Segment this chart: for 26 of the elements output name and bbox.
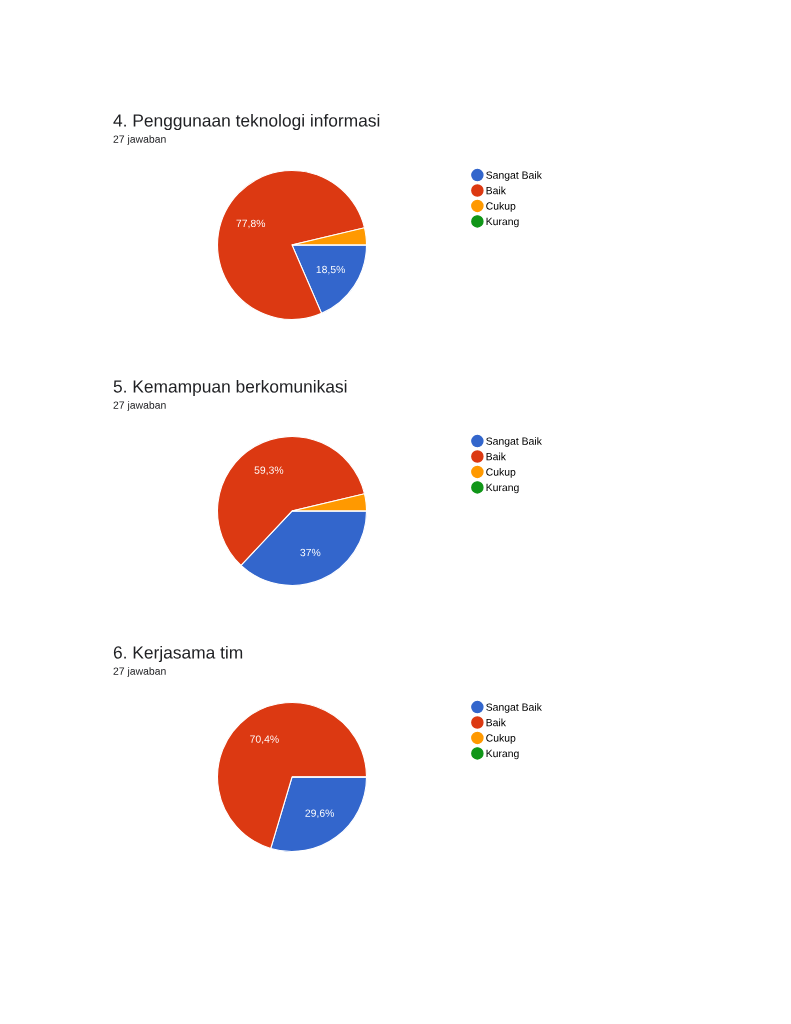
legend-label: Kurang: [486, 483, 519, 494]
legend-label: Kurang: [486, 217, 519, 228]
legend-label: Cukup: [486, 202, 516, 212]
chart-subtitle: 27 jawaban: [113, 135, 166, 145]
legend-label: Baik: [486, 186, 506, 195]
chart-subtitle: 27 jawaban: [113, 401, 166, 411]
chart-title: 4. Penggunaan teknologi informasi: [113, 113, 380, 131]
pie-slice: [216, 169, 366, 321]
chart-title: 5. Kemampuan berkomunikasi: [113, 379, 347, 397]
data-label: 77,8%: [236, 219, 266, 229]
legend-label: Sangat Baik: [486, 437, 542, 447]
legend-label: Baik: [486, 452, 506, 461]
data-label: 18,5%: [316, 265, 346, 275]
legend-label: Kurang: [486, 749, 519, 760]
legend-label: Sangat Baik: [486, 703, 542, 713]
legend-label: Sangat Baik: [486, 171, 542, 181]
chart-subtitle: 27 jawaban: [113, 667, 166, 677]
data-label: 70,4%: [250, 735, 279, 744]
chart-title: 6. Kerjasama tim: [113, 645, 243, 663]
legend-label: Cukup: [486, 468, 516, 478]
data-label: 59,3%: [254, 466, 284, 476]
legend-label: Cukup: [486, 734, 516, 744]
data-label: 29,6%: [305, 809, 335, 819]
legend-label: Baik: [486, 718, 506, 727]
pie-slice: [216, 701, 368, 849]
data-label: 37%: [300, 548, 321, 557]
